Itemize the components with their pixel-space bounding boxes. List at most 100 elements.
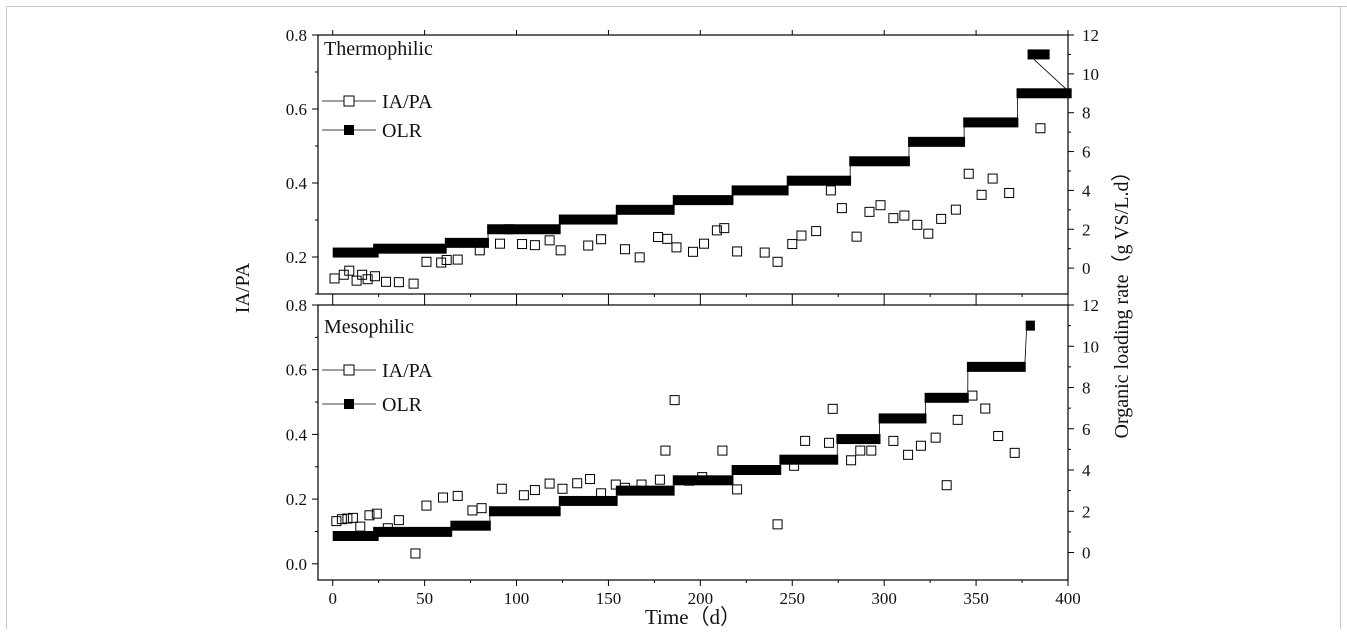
thermophilic-y-tick-label: 0.2: [286, 248, 307, 267]
thermophilic-olr-step: [559, 215, 618, 225]
mesophilic-olr-step: [616, 486, 675, 496]
mesophilic-y2-tick-label: 2: [1082, 502, 1091, 521]
thermophilic-y2-tick-label: 4: [1082, 181, 1091, 200]
thermophilic-ia-pa-point: [964, 169, 973, 178]
mesophilic-y2-tick-label: 10: [1082, 337, 1099, 356]
mesophilic-ia-pa-point: [655, 475, 664, 484]
mesophilic-ia-pa-point: [994, 432, 1003, 441]
thermophilic-olr-step: [1028, 49, 1050, 59]
mesophilic-legend-label-ia-pa: IA/PA: [382, 360, 433, 382]
figure-border-right: [1340, 6, 1341, 629]
thermophilic-ia-pa-point: [620, 245, 629, 254]
thermophilic-ia-pa-point: [700, 239, 709, 248]
x-tick-label: 300: [871, 589, 897, 608]
thermophilic-olr-step: [732, 185, 789, 195]
panel-thermophilic: 0.20.40.60.8024681012ThermophilicIA/PAOL…: [286, 26, 1099, 300]
thermophilic-ia-pa-point: [394, 278, 403, 287]
thermophilic-ia-pa-point: [837, 204, 846, 213]
mesophilic-olr-step: [925, 393, 969, 403]
thermophilic-olr-step: [333, 248, 379, 258]
x-tick-label: 400: [1055, 589, 1081, 608]
mesophilic-ia-pa-point: [439, 493, 448, 502]
thermophilic-ia-pa-point: [518, 240, 527, 249]
mesophilic-ia-pa-point: [558, 484, 567, 493]
mesophilic-olr-step: [450, 521, 490, 531]
thermophilic-ia-pa-point: [545, 236, 554, 245]
mesophilic-panel-title: Mesophilic: [324, 316, 414, 338]
thermophilic-ia-pa-point: [951, 205, 960, 214]
thermophilic-olr-step: [787, 176, 851, 186]
thermophilic-ia-pa-point: [597, 235, 606, 244]
mesophilic-ia-pa-point: [968, 391, 977, 400]
mesophilic-ia-pa-point: [847, 456, 856, 465]
mesophilic-olr-connector: [1025, 326, 1027, 367]
figure-border-left: [6, 6, 7, 629]
thermophilic-olr-connector: [1029, 54, 1071, 93]
mesophilic-ia-pa-point: [497, 484, 506, 493]
mesophilic-ia-pa-point: [545, 479, 554, 488]
thermophilic-ia-pa-point: [797, 231, 806, 240]
mesophilic-y-tick-label: 0.4: [286, 425, 308, 444]
thermophilic-y2-tick-label: 0: [1082, 259, 1091, 278]
mesophilic-ia-pa-point: [931, 433, 940, 442]
thermophilic-y2-tick-label: 8: [1082, 104, 1091, 123]
mesophilic-plot-frame: [318, 305, 1068, 580]
thermophilic-ia-pa-point: [330, 274, 339, 283]
mesophilic-ia-pa-point: [337, 515, 346, 524]
mesophilic-ia-pa-point: [825, 438, 834, 447]
mesophilic-ia-pa-point: [904, 450, 913, 459]
mesophilic-olr-step: [967, 362, 1026, 372]
thermophilic-plot-frame: [318, 35, 1068, 294]
thermophilic-ia-pa-point: [988, 174, 997, 183]
thermophilic-ia-pa-point: [530, 241, 539, 250]
mesophilic-ia-pa-point: [422, 501, 431, 510]
thermophilic-legend-label-ia-pa: IA/PA: [382, 91, 433, 113]
thermophilic-ia-pa-point: [760, 248, 769, 257]
thermophilic-ia-pa-point: [924, 229, 933, 238]
thermophilic-olr-step: [445, 238, 489, 248]
thermophilic-olr-step: [616, 205, 675, 215]
x-tick-label: 50: [416, 589, 433, 608]
x-tick-label: 0: [328, 589, 337, 608]
thermophilic-legend-symbol-ia-pa: [344, 96, 354, 106]
figure-border-top: [6, 6, 1347, 7]
thermophilic-ia-pa-point: [1005, 188, 1014, 197]
thermophilic-ia-pa-point: [422, 257, 431, 266]
mesophilic-y-tick-label: 0.2: [286, 490, 307, 509]
thermophilic-ia-pa-point: [788, 240, 797, 249]
mesophilic-ia-pa-point: [670, 396, 679, 405]
thermophilic-ia-pa-point: [937, 214, 946, 223]
mesophilic-olr-step: [836, 434, 880, 444]
mesophilic-legend-symbol-olr: [344, 399, 354, 409]
thermophilic-olr-step: [908, 137, 965, 147]
mesophilic-ia-pa-point: [394, 516, 403, 525]
thermophilic-panel-title: Thermophilic: [324, 38, 433, 60]
thermophilic-y-tick-label: 0.4: [286, 174, 308, 193]
thermophilic-legend-label-olr: OLR: [382, 120, 423, 142]
mesophilic-ia-pa-point: [348, 513, 357, 522]
mesophilic-ia-pa-point: [718, 446, 727, 455]
thermophilic-olr-step: [1017, 88, 1072, 98]
mesophilic-ia-pa-point: [828, 404, 837, 413]
mesophilic-ia-pa-point: [953, 415, 962, 424]
mesophilic-ia-pa-point: [942, 481, 951, 490]
mesophilic-ia-pa-point: [356, 522, 365, 531]
mesophilic-ia-pa-point: [411, 549, 420, 558]
mesophilic-olr-step: [489, 506, 561, 516]
thermophilic-y2-tick-label: 10: [1082, 65, 1099, 84]
mesophilic-ia-pa-point: [530, 486, 539, 495]
mesophilic-ia-pa-point: [332, 517, 341, 526]
thermophilic-ia-pa-point: [977, 190, 986, 199]
right-axis-label: Organic loading rate（g VS/L.d）: [1110, 162, 1133, 439]
mesophilic-ia-pa-point: [453, 491, 462, 500]
mesophilic-ia-pa-point: [661, 446, 670, 455]
mesophilic-ia-pa-point: [867, 446, 876, 455]
thermophilic-ia-pa-point: [852, 232, 861, 241]
mesophilic-olr-step: [732, 465, 782, 475]
mesophilic-y-tick-label: 0.8: [286, 296, 307, 315]
thermophilic-ia-pa-point: [913, 220, 922, 229]
thermophilic-y-tick-label: 0.6: [286, 100, 307, 119]
